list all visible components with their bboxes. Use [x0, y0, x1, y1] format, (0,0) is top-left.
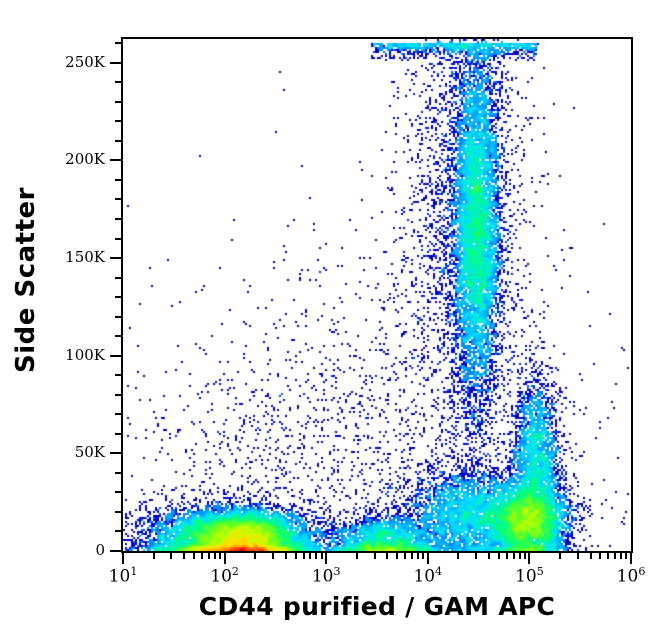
x-axis-tick-minor — [218, 553, 221, 559]
x-axis-tick-minor — [254, 553, 257, 559]
y-axis-tick-label: 150K — [65, 248, 105, 267]
x-axis-tick-label: 103 — [311, 565, 341, 587]
x-axis-tick-minor — [422, 553, 425, 559]
x-axis-tick-minor — [213, 553, 216, 559]
y-axis-tick-minor — [115, 296, 121, 299]
y-axis-tick-minor — [115, 217, 121, 220]
y-axis-tick-minor — [115, 81, 121, 84]
y-axis-tick-minor — [115, 335, 121, 338]
x-axis-tick-major — [528, 553, 531, 564]
y-axis-tick-minor — [115, 374, 121, 377]
x-axis-tick-minor — [487, 553, 490, 559]
x-axis-tick-label: 106 — [616, 565, 646, 587]
x-axis-tick-minor — [386, 553, 389, 559]
y-axis-tick-major — [110, 257, 121, 260]
x-axis-tick-minor — [302, 553, 305, 559]
x-axis-tick-label: 102 — [210, 565, 239, 587]
x-axis-tick-minor — [373, 553, 376, 559]
x-axis-tick-minor — [620, 553, 623, 559]
x-axis-tick-minor — [576, 553, 579, 559]
x-axis-tick-label: 104 — [413, 565, 443, 587]
x-axis-tick-minor — [411, 553, 414, 559]
x-axis-tick-major — [122, 553, 124, 564]
x-axis-tick-minor — [320, 553, 323, 559]
x-axis-tick-minor — [558, 553, 561, 559]
y-axis-tick-minor — [115, 139, 121, 142]
x-axis-tick-minor — [284, 553, 287, 559]
y-axis-tick-minor — [115, 315, 121, 318]
x-axis-tick-major — [630, 553, 632, 564]
y-axis-tick-label: 50K — [74, 443, 105, 462]
x-axis-tick-minor — [614, 553, 617, 559]
y-axis-tick-minor — [115, 530, 121, 533]
y-axis-tick-minor — [115, 276, 121, 279]
y-axis-tick-label: 250K — [65, 52, 105, 71]
x-axis-tick-minor — [294, 553, 297, 559]
x-axis-tick-minor — [272, 553, 275, 559]
x-axis-tick-minor — [152, 553, 155, 559]
x-axis-tick-minor — [475, 553, 478, 559]
y-axis-tick-minor — [115, 413, 121, 416]
x-axis-tick-minor — [523, 553, 526, 559]
y-axis-tick-minor — [115, 393, 121, 396]
y-axis-tick-label: 0 — [95, 541, 105, 559]
y-axis-tick-minor — [115, 237, 121, 240]
x-axis-tick-minor — [404, 553, 407, 559]
y-axis-tick-minor — [115, 491, 121, 494]
x-axis-tick-label: 101 — [108, 565, 138, 587]
y-axis-tick-minor — [115, 510, 121, 513]
y-axis-tick-major — [110, 159, 121, 162]
y-axis-tick-label: 100K — [65, 345, 105, 364]
y-axis-tick-major — [110, 452, 121, 455]
y-axis-tick-minor — [115, 198, 121, 201]
x-axis-tick-minor — [201, 553, 204, 559]
x-axis-tick-minor — [505, 553, 508, 559]
x-axis-tick-minor — [193, 553, 195, 559]
x-axis-tick-minor — [396, 553, 399, 559]
x-axis-tick-minor — [599, 553, 602, 559]
x-axis-tick-minor — [518, 553, 521, 559]
plot-area — [121, 37, 633, 553]
x-axis-tick-major — [223, 553, 226, 564]
y-axis-tick-minor — [115, 120, 121, 123]
y-axis-tick-minor — [115, 100, 121, 103]
x-axis-tick-minor — [170, 553, 173, 559]
x-axis-tick-label: 105 — [515, 565, 544, 587]
y-axis-tick-label: 200K — [65, 150, 105, 169]
y-axis-tick-major — [110, 550, 121, 552]
x-axis-tick-minor — [315, 553, 318, 559]
x-axis-tick-minor — [355, 553, 358, 559]
y-axis-tick-minor — [115, 178, 121, 181]
y-axis-tick-minor — [115, 42, 121, 45]
x-axis-tick-minor — [457, 553, 460, 559]
x-axis-tick-minor — [416, 553, 419, 559]
x-axis-tick-minor — [497, 553, 500, 559]
x-axis-tick-major — [426, 553, 429, 564]
y-axis-tick-major — [110, 61, 121, 64]
x-axis-tick-minor — [607, 553, 610, 559]
x-axis-title: CD44 purified / GAM APC — [198, 592, 556, 621]
x-axis-tick-minor — [589, 553, 592, 559]
scatter-canvas — [123, 39, 631, 551]
y-axis-tick-minor — [115, 432, 121, 435]
y-axis-title: Side Scatter — [0, 0, 52, 560]
x-axis-tick-minor — [625, 553, 628, 559]
y-axis-tick-major — [110, 354, 121, 357]
x-axis-tick-minor — [183, 553, 186, 559]
x-axis-tick-major — [325, 553, 328, 564]
y-axis-tick-minor — [115, 471, 121, 474]
x-axis-tick-minor — [512, 553, 515, 559]
x-axis-tick-minor — [309, 553, 312, 559]
x-axis-tick-minor — [207, 553, 210, 559]
